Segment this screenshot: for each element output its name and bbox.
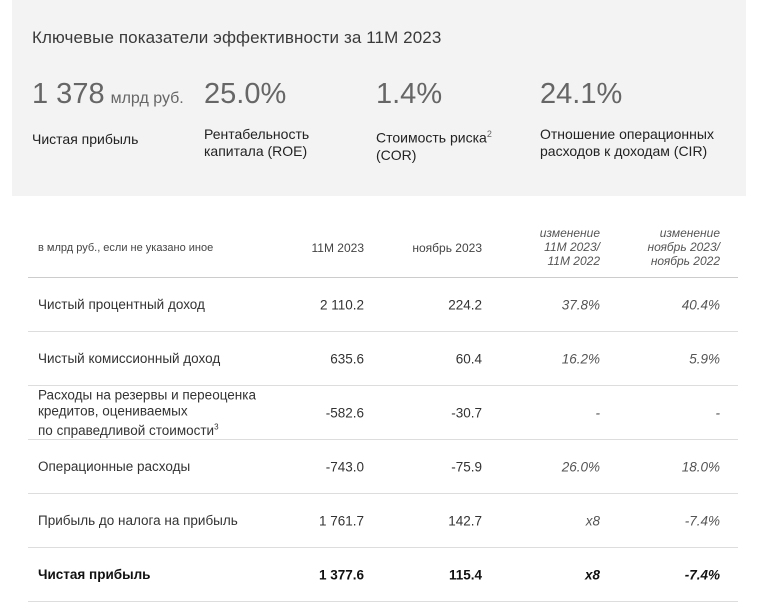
- cell-change-nov: -7.4%: [684, 513, 720, 528]
- cell-11m-2023: -582.6: [325, 405, 364, 420]
- table-row: Чистый процентный доход 2 110.2 224.2 37…: [28, 278, 738, 332]
- footnote-ref: 3: [214, 421, 219, 431]
- kpi-cor: 1.4% Стоимость риска2 (COR): [376, 76, 492, 164]
- row-label: Расходы на резервы и переоценка кредитов…: [38, 386, 256, 438]
- cell-change-11m: 16.2%: [561, 351, 600, 366]
- kpi-value: 24.1%: [540, 78, 623, 110]
- table-row: Чистый комиссионный доход 635.6 60.4 16.…: [28, 332, 738, 386]
- cell-11m-2023: 635.6: [330, 351, 364, 366]
- header-nov-2023: ноябрь 2023: [412, 241, 482, 255]
- kpi-value: 1.4%: [376, 78, 443, 110]
- cell-11m-2023: -743.0: [325, 459, 364, 474]
- header-units: в млрд руб., если не указано иное: [38, 242, 214, 254]
- header-change-nov: изменение ноябрь 2023/ ноябрь 2022: [647, 226, 720, 268]
- kpi-label: Чистая прибыль: [32, 131, 139, 147]
- cell-change-11m: 26.0%: [561, 459, 600, 474]
- kpi-label: Рентабельность капитала (ROE): [204, 126, 310, 159]
- cell-11m-2023: 2 110.2: [319, 297, 364, 312]
- cell-change-11m: -: [595, 405, 601, 420]
- header-11m-2023: 11М 2023: [311, 241, 364, 255]
- cell-change-nov: -7.4%: [684, 567, 720, 582]
- cell-change-nov: 5.9%: [689, 351, 720, 366]
- cell-change-nov: -: [715, 405, 721, 420]
- kpi-net-profit: 1 378 млрд руб. Чистая прибыль: [32, 76, 184, 148]
- cell-nov-2023: 224.2: [448, 297, 482, 312]
- kpi-cir: 24.1% Отношение операционных расходов к д…: [540, 76, 714, 160]
- kpi-value: 1 378 млрд руб.: [32, 78, 184, 110]
- kpi-panel: Ключевые показатели эффективности за 11М…: [12, 0, 746, 196]
- kpi-label: Стоимость риска2 (COR): [376, 129, 492, 163]
- cell-change-11m: x8: [585, 513, 600, 528]
- panel-title: Ключевые показатели эффективности за 11М…: [32, 28, 442, 47]
- row-label: Чистая прибыль: [38, 566, 151, 582]
- cell-nov-2023: 60.4: [455, 351, 482, 366]
- cell-11m-2023: 1 761.7: [318, 513, 364, 528]
- footnote-ref: 2: [486, 129, 492, 139]
- cell-change-nov: 40.4%: [681, 297, 720, 312]
- cell-11m-2023: 1 377.6: [318, 567, 364, 582]
- row-label: Операционные расходы: [38, 458, 191, 474]
- kpi-unit: млрд руб.: [110, 90, 184, 107]
- cell-change-nov: 18.0%: [681, 459, 720, 474]
- table-header: в млрд руб., если не указано иное 11М 20…: [28, 216, 738, 278]
- row-label: Чистый комиссионный доход: [38, 350, 221, 366]
- table-row: Расходы на резервы и переоценка кредитов…: [28, 386, 738, 440]
- header-change-11m: изменение 11М 2023/ 11М 2022: [539, 226, 600, 268]
- cell-change-11m: 37.8%: [561, 297, 600, 312]
- kpi-roe: 25.0% Рентабельность капитала (ROE): [204, 76, 309, 160]
- table-row: Операционные расходы -743.0 -75.9 26.0% …: [28, 440, 738, 494]
- row-label: Чистый процентный доход: [38, 296, 205, 312]
- kpi-label: Отношение операционных расходов к доходам…: [540, 126, 714, 159]
- table-row-total: Чистая прибыль 1 377.6 115.4 x8 -7.4%: [28, 548, 738, 602]
- kpi-value: 25.0%: [204, 78, 287, 110]
- cell-nov-2023: -75.9: [451, 459, 482, 474]
- cell-nov-2023: -30.7: [451, 405, 482, 420]
- table-row: Прибыль до налога на прибыль 1 761.7 142…: [28, 494, 738, 548]
- cell-nov-2023: 115.4: [448, 567, 482, 582]
- cell-change-11m: x8: [584, 567, 600, 582]
- row-label: Прибыль до налога на прибыль: [38, 512, 238, 528]
- cell-nov-2023: 142.7: [448, 513, 482, 528]
